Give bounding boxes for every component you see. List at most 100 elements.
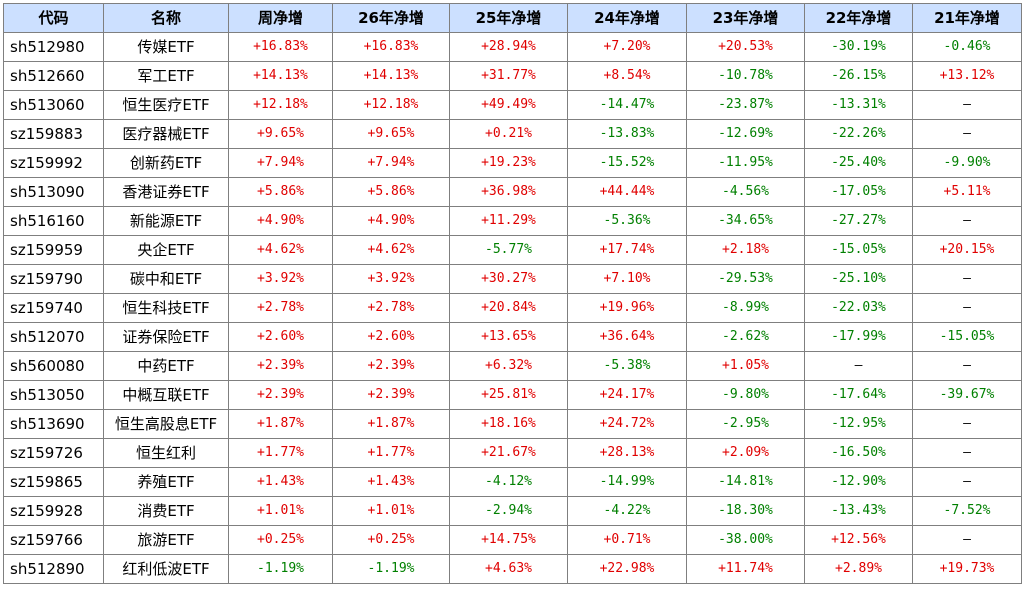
fund-name-cell: 中药ETF [103,351,229,381]
return-value-cell: — [912,206,1022,236]
return-value-cell: -14.47% [567,90,687,120]
return-value-cell: +0.71% [567,525,687,555]
return-value-cell: — [912,438,1022,468]
column-header: 23年净增 [686,3,805,33]
fund-name-cell: 军工ETF [103,61,229,91]
return-value-cell: +19.96% [567,293,687,323]
column-header: 代码 [3,3,104,33]
return-value-cell: +19.73% [912,554,1022,584]
return-value-cell: +2.18% [686,235,805,265]
return-value-cell: +16.83% [228,32,333,62]
return-value-cell: -11.95% [686,148,805,178]
table-row: sh513690 恒生高股息ETF +1.87% +1.87% +18.16% +24.7… [3,409,1022,439]
return-value-cell: +36.64% [567,322,687,352]
table-row: sh512890 红利低波ETF -1.19% -1.19% +4.63% +22.98%… [3,554,1022,584]
fund-code-cell: sz159790 [3,264,104,294]
column-header: 25年净增 [449,3,568,33]
column-header: 22年净增 [804,3,913,33]
return-value-cell: +19.23% [449,148,568,178]
return-value-cell: +4.63% [449,554,568,584]
table-row: sz159790 碳中和ETF +3.92% +3.92% +30.27% +7.10% -… [3,264,1022,294]
fund-name-cell: 恒生医疗ETF [103,90,229,120]
column-header: 周净增 [228,3,333,33]
return-value-cell: -5.77% [449,235,568,265]
column-header: 24年净增 [567,3,687,33]
return-value-cell: +7.94% [332,148,450,178]
fund-code-cell: sh513690 [3,409,104,439]
table-header: 代码 名称 周净增 26年净增 25年净增 24年净增 23年净增 22年净增 21年净增 [3,3,1022,33]
return-value-cell: -22.03% [804,293,913,323]
return-value-cell: +1.05% [686,351,805,381]
return-value-cell: +1.87% [332,409,450,439]
return-value-cell: -4.12% [449,467,568,497]
fund-code-cell: sh560080 [3,351,104,381]
return-value-cell: — [912,293,1022,323]
return-value-cell: +24.72% [567,409,687,439]
return-value-cell: -29.53% [686,264,805,294]
fund-name-cell: 旅游ETF [103,525,229,555]
fund-name-cell: 央企ETF [103,235,229,265]
return-value-cell: +1.43% [332,467,450,497]
column-header: 21年净增 [912,3,1022,33]
return-value-cell: -9.80% [686,380,805,410]
fund-name-cell: 恒生科技ETF [103,293,229,323]
return-value-cell: — [912,409,1022,439]
return-value-cell: +20.84% [449,293,568,323]
return-value-cell: +2.09% [686,438,805,468]
fund-name-cell: 新能源ETF [103,206,229,236]
fund-code-cell: sz159740 [3,293,104,323]
table-row: sz159959 央企ETF +4.62% +4.62% -5.77% +17.74% +2… [3,235,1022,265]
return-value-cell: +13.12% [912,61,1022,91]
fund-code-cell: sh512980 [3,32,104,62]
return-value-cell: -17.99% [804,322,913,352]
return-value-cell: +0.25% [228,525,333,555]
return-value-cell: -2.62% [686,322,805,352]
fund-name-cell: 传媒ETF [103,32,229,62]
return-value-cell: +5.86% [228,177,333,207]
return-value-cell: +4.62% [332,235,450,265]
return-value-cell: -26.15% [804,61,913,91]
return-value-cell: +49.49% [449,90,568,120]
fund-code-cell: sh512660 [3,61,104,91]
fund-code-cell: sz159865 [3,467,104,497]
return-value-cell: -7.52% [912,496,1022,526]
return-value-cell: +2.39% [228,351,333,381]
fund-code-cell: sh512070 [3,322,104,352]
return-value-cell: +30.27% [449,264,568,294]
return-value-cell: +5.11% [912,177,1022,207]
table-row: sh516160 新能源ETF +4.90% +4.90% +11.29% -5.36% -… [3,206,1022,236]
return-value-cell: -4.22% [567,496,687,526]
return-value-cell: — [912,264,1022,294]
return-value-cell: -2.94% [449,496,568,526]
return-value-cell: — [912,467,1022,497]
return-value-cell: -0.46% [912,32,1022,62]
return-value-cell: +31.77% [449,61,568,91]
fund-code-cell: sh513090 [3,177,104,207]
table-row: sz159766 旅游ETF +0.25% +0.25% +14.75% +0.71% -3… [3,525,1022,555]
table-row: sz159928 消费ETF +1.01% +1.01% -2.94% -4.22% -18… [3,496,1022,526]
return-value-cell: +7.20% [567,32,687,62]
return-value-cell: +28.94% [449,32,568,62]
fund-name-cell: 恒生红利 [103,438,229,468]
return-value-cell: -27.27% [804,206,913,236]
table-row: sh512660 军工ETF +14.13% +14.13% +31.77% +8.54%… [3,61,1022,91]
return-value-cell: +8.54% [567,61,687,91]
return-value-cell: -15.52% [567,148,687,178]
return-value-cell: +7.10% [567,264,687,294]
return-value-cell: +1.01% [228,496,333,526]
table-body: sh512980 传媒ETF +16.83% +16.83% +28.94% +7.20%… [3,32,1022,584]
return-value-cell: +14.13% [228,61,333,91]
return-value-cell: -5.36% [567,206,687,236]
return-value-cell: -13.83% [567,119,687,149]
fund-code-cell: sz159959 [3,235,104,265]
return-value-cell: +5.86% [332,177,450,207]
fund-name-cell: 养殖ETF [103,467,229,497]
fund-name-cell: 医疗器械ETF [103,119,229,149]
return-value-cell: +12.18% [228,90,333,120]
fund-name-cell: 红利低波ETF [103,554,229,584]
return-value-cell: -12.95% [804,409,913,439]
return-value-cell: +44.44% [567,177,687,207]
table-row: sz159883 医疗器械ETF +9.65% +9.65% +0.21% -13.83%… [3,119,1022,149]
return-value-cell: -2.95% [686,409,805,439]
header-row: 代码 名称 周净增 26年净增 25年净增 24年净增 23年净增 22年净增 21年净增 [3,3,1022,33]
